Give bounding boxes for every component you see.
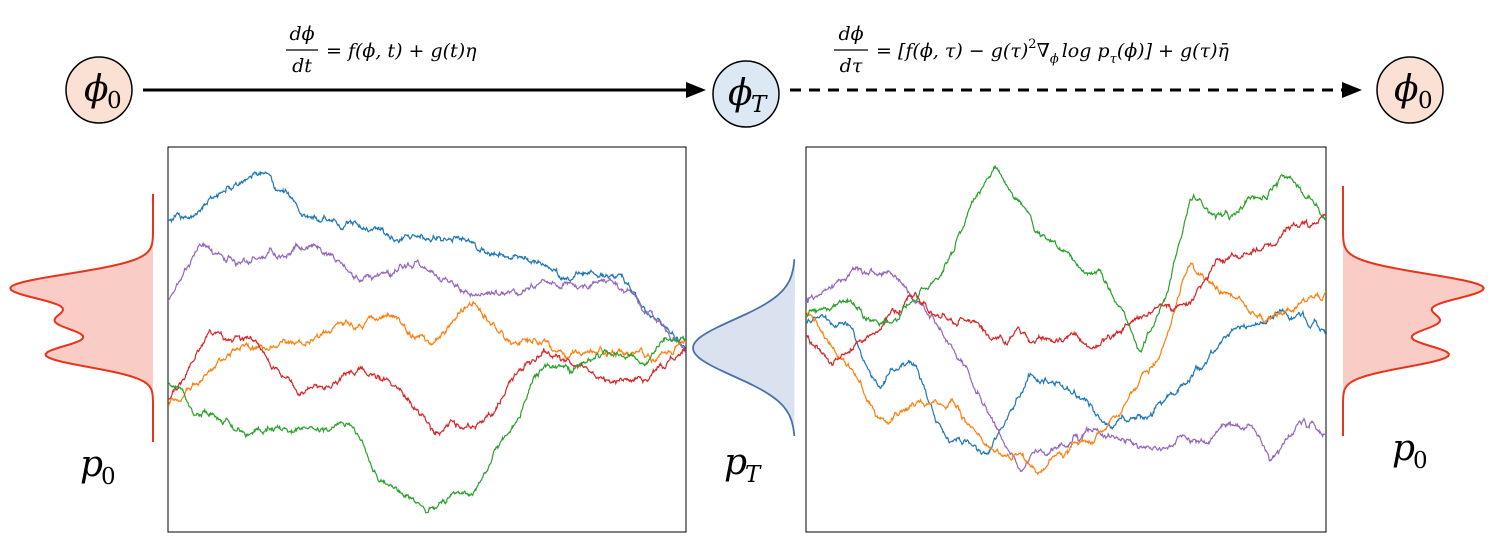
- node-phi-0-end-subscript: 0: [1418, 88, 1433, 114]
- forward-arrowhead: [686, 82, 706, 98]
- forward-trajectories: [168, 170, 686, 514]
- node-phi-0-start-symbol: ϕ: [84, 69, 109, 110]
- label-p0-left-subscript: 0: [101, 464, 116, 490]
- reverse-trajectories: [806, 165, 1326, 476]
- node-phi-T-subscript: T: [751, 92, 768, 118]
- forward-equation-rhs: = f(ϕ, t) + g(t)η: [326, 40, 477, 62]
- reverse-equation-numerator: dϕ: [838, 23, 863, 45]
- forward-trajectory-orange: [168, 300, 686, 408]
- reverse-trajectory-orange: [806, 262, 1326, 476]
- noise-distribution: [692, 259, 796, 437]
- data-distribution-right: [1342, 186, 1485, 436]
- reverse-arrowhead: [1342, 82, 1362, 98]
- node-phi-0-start: ϕ 0: [65, 56, 133, 124]
- reverse-trajectory-purple: [806, 265, 1326, 473]
- reverse-equation: dϕ dτ = [f(ϕ, τ) − g(τ)2∇ϕ log pτ(ϕ)] + g…: [834, 23, 1229, 77]
- node-phi-0-end-symbol: ϕ: [1394, 69, 1419, 110]
- forward-trajectory-purple: [168, 241, 686, 354]
- label-pT-middle: p T: [724, 442, 762, 488]
- label-pT-symbol: p: [724, 442, 747, 483]
- label-p0-right-subscript: 0: [1413, 448, 1428, 474]
- node-phi-T-symbol: ϕ: [728, 73, 753, 114]
- label-pT-subscript: T: [745, 462, 762, 488]
- node-phi-0-start-subscript: 0: [107, 88, 122, 114]
- reverse-process-plot-frame: [805, 146, 1327, 533]
- forward-trajectory-blue: [168, 170, 686, 351]
- reverse-equation-rhs: = [f(ϕ, τ) − g(τ)2∇ϕ log pτ(ϕ)] + g(τ)η̄: [876, 37, 1229, 67]
- forward-trajectory-red: [168, 328, 686, 437]
- label-p0-left-symbol: p: [80, 444, 103, 485]
- data-distribution-left: [9, 194, 154, 442]
- label-p0-right: p 0: [1392, 428, 1428, 474]
- reverse-trajectory-green: [806, 165, 1326, 354]
- reverse-trajectory-blue: [806, 307, 1326, 456]
- node-phi-0-end: ϕ 0: [1376, 56, 1444, 124]
- reverse-trajectory-red: [806, 213, 1326, 367]
- forward-equation-numerator: dϕ: [289, 23, 314, 45]
- forward-equation: dϕ dt = f(ϕ, t) + g(t)η: [286, 23, 477, 77]
- forward-equation-denominator: dt: [292, 55, 312, 77]
- forward-process-plot-frame: [167, 146, 687, 533]
- forward-trajectory-green: [168, 335, 686, 514]
- label-p0-right-symbol: p: [1392, 428, 1415, 469]
- reverse-equation-denominator: dτ: [840, 55, 863, 77]
- label-p0-left: p 0: [80, 444, 116, 490]
- node-phi-T: ϕ T: [712, 60, 780, 128]
